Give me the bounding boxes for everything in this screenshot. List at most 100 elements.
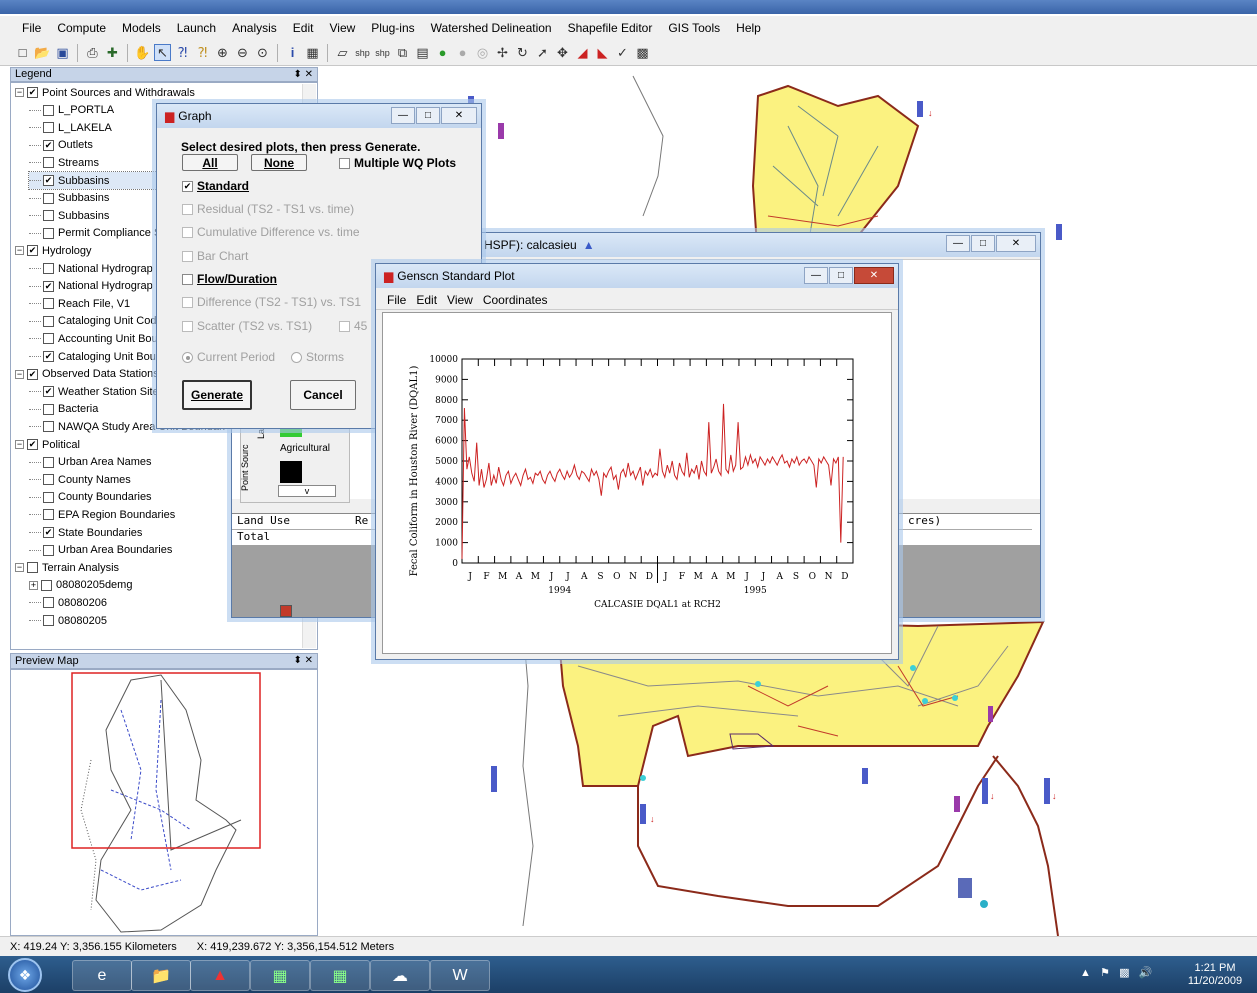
plot-menu-file[interactable]: File [387,292,407,307]
help-pointer-icon[interactable]: ⁈ [197,44,208,60]
copy-icon[interactable]: ⧉ [397,44,408,60]
legend-group[interactable]: − ✔ Political [15,436,80,453]
layer-checkbox[interactable]: ✔ [27,439,38,450]
shp-icon[interactable]: shp [375,47,390,58]
legend-layer[interactable]: Accounting Unit Bou [29,330,158,347]
menu-compute[interactable]: Compute [57,21,107,35]
generate-button[interactable]: Generate [182,380,252,410]
zoom-extent-icon[interactable]: ⊙ [257,44,268,60]
legend-layer[interactable]: Reach File, V1 [29,295,130,312]
basins-icon[interactable]: ▦ [250,960,310,991]
minimize-icon[interactable]: — [804,267,828,284]
layer-checkbox[interactable] [43,104,54,116]
layer-checkbox[interactable] [41,579,52,591]
rotate-icon[interactable]: ↻ [517,44,528,60]
bar-chart-checkbox[interactable]: Bar Chart [182,249,248,263]
none-button[interactable]: None [251,154,307,171]
basins-icon[interactable]: ▦ [310,960,370,991]
zoom-out-icon[interactable]: ⊖ [237,44,248,60]
layer-checkbox[interactable]: ✔ [43,175,54,186]
green-dot-icon[interactable]: ● [438,45,447,60]
menu-analysis[interactable]: Analysis [232,21,277,35]
legend-layer[interactable]: County Names [29,471,131,488]
menu-watershed-delineation[interactable]: Watershed Delineation [430,21,552,35]
layer-checkbox[interactable]: ✔ [43,386,54,398]
remove-vertex-icon[interactable]: ◣ [597,44,608,60]
weather-icon[interactable]: ☁ [370,960,430,991]
legend-group[interactable]: − Terrain Analysis [15,559,119,576]
plot-menu-coordinates[interactable]: Coordinates [482,292,548,307]
legend-layer[interactable]: Subbasins [29,207,109,224]
identify-icon[interactable]: i [290,45,295,60]
multiple-wq-checkbox[interactable]: Multiple WQ Plots [339,156,456,170]
main-map[interactable]: ↓ ↓ ↓ ↓ [318,66,1257,936]
layer-checkbox[interactable] [43,298,54,310]
all-button[interactable]: All [182,154,238,171]
plot-menu-edit[interactable]: Edit [416,292,438,307]
layer-checkbox[interactable] [43,210,54,222]
layer-checkbox[interactable]: ✔ [43,139,54,151]
edit-menu-icon[interactable]: ▩ [636,44,649,60]
cancel-button[interactable]: Cancel [290,380,356,410]
residual-checkbox[interactable]: Residual (TS2 - TS1 vs. time) [182,202,354,216]
maximize-icon[interactable]: □ [829,267,853,284]
print-icon[interactable]: ⎙ [87,44,98,60]
gray-dot-icon[interactable]: ● [458,45,467,60]
difference-checkbox[interactable]: Difference (TS2 - TS1) vs. TS1 [182,295,361,309]
attribute-table-icon[interactable]: ▦ [306,44,319,60]
legend-layer[interactable]: Cataloging Unit Cod [29,313,156,330]
collapse-icon[interactable]: − [15,87,24,97]
legend-layer[interactable]: EPA Region Boundaries [29,506,175,523]
collapse-icon[interactable]: − [15,368,24,379]
close-icon[interactable]: ✕ [854,267,894,284]
vertex-icon[interactable]: ◢ [577,44,588,60]
legend-layer[interactable]: ✔ State Boundaries [29,524,142,541]
layer-checkbox[interactable] [43,315,54,327]
collapse-icon[interactable]: − [15,439,24,449]
menu-edit[interactable]: Edit [292,21,314,35]
legend-group[interactable]: − ✔ Observed Data Stations [15,366,159,383]
land-use-dropdown[interactable]: v [278,485,336,497]
layer-checkbox[interactable]: ✔ [27,368,38,380]
layer-checkbox[interactable] [43,456,54,468]
shp-icon[interactable]: shp [355,47,370,58]
line-icon[interactable]: ➚ [537,44,548,60]
collapse-icon[interactable]: − [15,562,24,573]
scatter-45-checkbox[interactable]: 45 [339,319,367,333]
layer-checkbox[interactable] [43,421,54,433]
layer-checkbox[interactable]: ✔ [43,280,54,292]
legend-layer[interactable]: ✔ Cataloging Unit Bou [29,348,156,365]
legend-close-icon[interactable]: ⬍ ✕ [293,69,313,80]
add-point-icon[interactable]: ✥ [557,44,568,60]
legend-layer[interactable]: ✔ National Hydrograp [29,278,153,295]
plot-menu-view[interactable]: View [447,292,473,307]
layer-checkbox[interactable]: ✔ [27,87,38,98]
legend-layer[interactable]: ✔ Weather Station Site [29,383,159,400]
word-icon[interactable]: W [430,960,490,991]
help-icon[interactable]: ⁈ [177,44,188,60]
layer-checkbox[interactable] [43,192,54,204]
layer-checkbox[interactable]: ✔ [27,245,38,257]
check-icon[interactable]: ✓ [617,44,628,60]
layer-checkbox[interactable] [43,474,54,486]
open-icon[interactable]: 📂 [34,44,51,60]
preview-map[interactable] [10,669,318,936]
legend-group[interactable]: − ✔ Point Sources and Withdrawals [15,84,195,101]
legend-layer[interactable]: +08080205demg [29,577,132,594]
legend-layer[interactable]: ✔ Outlets [29,137,93,154]
new-icon[interactable]: □ [18,45,27,60]
legend-layer[interactable]: ✔ Subbasins [28,171,160,190]
flow-duration-checkbox[interactable]: Flow/Duration [182,272,277,286]
legend-layer[interactable]: Subbasins [29,190,109,207]
layer-checkbox[interactable] [43,597,54,609]
layer-checkbox[interactable]: ✔ [43,351,54,362]
legend-layer[interactable]: National Hydrograp [29,260,153,277]
layer-checkbox[interactable] [43,263,54,274]
layer-checkbox[interactable] [43,403,54,415]
clock[interactable]: 1:21 PM 11/20/2009 [1180,962,1250,988]
layer-checkbox[interactable] [43,227,54,239]
layer-checkbox[interactable] [43,122,54,134]
legend-layer[interactable]: 08080205 [29,612,107,629]
close-icon[interactable]: ✕ [441,107,477,124]
legend-layer[interactable]: Urban Area Names [29,454,152,471]
